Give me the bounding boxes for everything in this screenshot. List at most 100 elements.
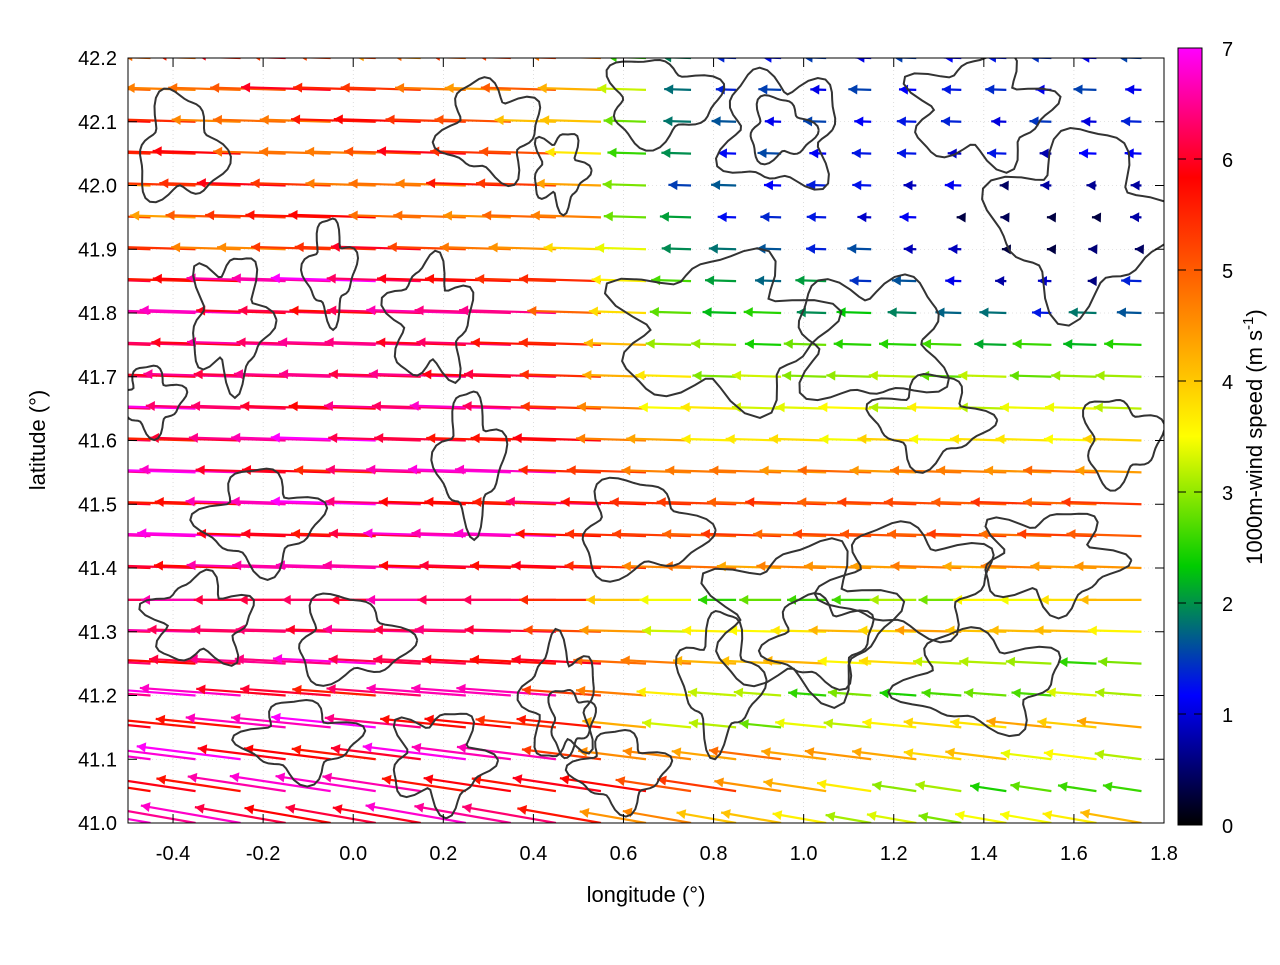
wind-vector-head — [595, 243, 604, 253]
wind-vector-head — [884, 497, 893, 507]
wind-vector-head — [900, 212, 909, 222]
wind-vector-head — [621, 466, 630, 476]
wind-vector-head — [941, 116, 950, 126]
wind-vector-head — [769, 434, 778, 444]
wind-vector-head — [1047, 244, 1056, 254]
wind-vector-head — [698, 595, 707, 605]
wind-vector-head — [890, 561, 899, 571]
wind-vector — [1047, 687, 1097, 697]
wind-vector-head — [191, 625, 200, 635]
wind-vector — [764, 180, 781, 190]
wind-vector-head — [662, 244, 671, 254]
wind-vector-head — [979, 529, 988, 539]
wind-vector — [1081, 117, 1096, 127]
wind-vector-shaft — [366, 805, 466, 823]
wind-vector-head — [101, 337, 110, 347]
wind-vector — [904, 244, 917, 254]
y-tick-label: 41.7 — [78, 367, 117, 389]
wind-vector-head — [63, 114, 72, 124]
wind-vector — [765, 117, 781, 127]
wind-vector-head — [984, 466, 993, 476]
colorbar-tick-label: 2 — [1222, 594, 1233, 616]
wind-vector — [907, 402, 961, 412]
wind-vector — [869, 371, 916, 381]
wind-vector-head — [295, 242, 304, 252]
wind-vector-head — [832, 595, 841, 605]
wind-vector-head — [305, 179, 314, 189]
wind-vector-head — [1117, 308, 1126, 318]
contour-line — [394, 714, 498, 819]
wind-vector-head — [298, 51, 307, 61]
wind-vector-head — [970, 782, 980, 792]
wind-vector-head — [1023, 497, 1032, 507]
wind-vector — [1000, 212, 1009, 222]
wind-vector-head — [374, 625, 383, 635]
wind-vector-head — [1080, 809, 1090, 819]
wind-vector — [818, 402, 871, 412]
wind-vector-shaft — [244, 808, 330, 823]
wind-vector-head — [50, 802, 60, 812]
wind-vector — [1095, 750, 1142, 760]
wind-vector-head — [242, 465, 251, 475]
wind-vector-head — [784, 339, 793, 349]
wind-vector-head — [151, 337, 160, 347]
wind-vector-shaft — [476, 719, 556, 727]
wind-vector-head — [1095, 688, 1104, 698]
contour-line — [605, 248, 841, 418]
wind-vector — [784, 339, 826, 349]
wind-vector-head — [276, 772, 286, 782]
wind-vector — [1095, 688, 1141, 698]
wind-vector — [880, 688, 917, 698]
wind-vector-head — [470, 655, 479, 665]
wind-vector — [456, 684, 556, 696]
wind-vector-head — [586, 595, 595, 605]
wind-vector-shaft — [156, 778, 240, 791]
wind-vector — [1061, 497, 1141, 507]
wind-vector-head — [1079, 148, 1088, 158]
wind-vector-head — [852, 180, 861, 190]
wind-vector-head — [758, 84, 767, 94]
y-tick-label: 41.4 — [78, 558, 117, 580]
wind-vector — [826, 812, 872, 823]
y-tick-label: 41.0 — [78, 813, 117, 835]
wind-vector-head — [753, 529, 762, 539]
wind-vector — [832, 595, 872, 605]
wind-vector-shaft — [111, 719, 196, 728]
wind-vector-head — [545, 147, 554, 157]
wind-vector — [919, 812, 962, 823]
wind-vector-head — [100, 803, 110, 813]
wind-vector — [1051, 371, 1096, 381]
wind-vector-head — [51, 595, 60, 605]
wind-vector-head — [92, 401, 101, 411]
wind-vector-head — [870, 595, 879, 605]
wind-vector — [637, 687, 692, 697]
wind-vector-head — [479, 147, 488, 157]
wind-vector-head — [971, 497, 980, 507]
wind-vector-head — [414, 803, 424, 813]
wind-vector-head — [425, 274, 434, 284]
wind-vector-head — [195, 804, 205, 814]
wind-vector-head — [259, 147, 268, 157]
wind-vector — [1086, 180, 1096, 190]
wind-vector-head — [305, 147, 314, 157]
wind-vector-head — [626, 434, 635, 444]
colorbar-label-close: ) — [1242, 309, 1267, 316]
contour-line — [904, 52, 1061, 173]
wind-vector-head — [1125, 85, 1134, 95]
wind-vector-head — [682, 626, 691, 636]
wind-vector — [739, 595, 781, 605]
wind-vector — [1103, 782, 1142, 792]
wind-vector — [922, 688, 962, 698]
wind-vector-head — [489, 243, 498, 253]
wind-vector-head — [810, 85, 819, 95]
wind-vector-head — [462, 595, 471, 605]
wind-vector — [1121, 276, 1141, 286]
wind-vector-head — [156, 775, 166, 785]
wind-vector — [538, 83, 601, 93]
wind-vector-head — [476, 178, 485, 188]
wind-vector-head — [57, 433, 66, 443]
wind-vector-head — [56, 401, 65, 411]
wind-vector-head — [482, 210, 491, 220]
wind-vector-head — [197, 178, 206, 188]
wind-vector-head — [415, 625, 424, 635]
